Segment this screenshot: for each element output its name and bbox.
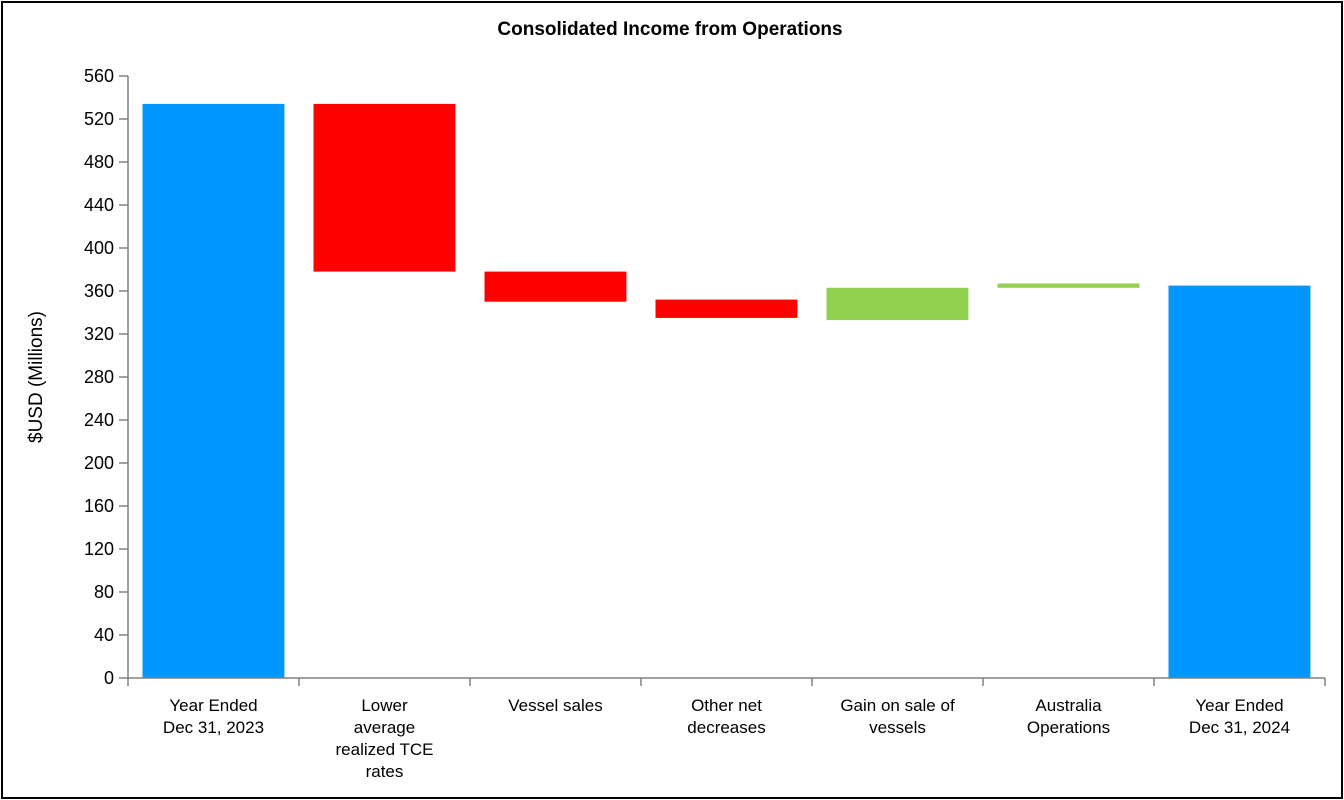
bars-group — [142, 103, 1311, 678]
bar-increase-4 — [826, 287, 969, 321]
bar-decrease-2 — [484, 271, 627, 302]
y-tick-label: 120 — [84, 539, 114, 559]
y-tick-label: 80 — [94, 582, 114, 602]
y-axis-label: $USD (Millions) — [26, 311, 47, 443]
x-category-label-line: decreases — [687, 718, 765, 737]
x-category-label-line: rates — [366, 762, 404, 781]
y-ticks-group: 0 40 80 120 160 200 240 280 320 360 400 440 480 520 56… — [84, 66, 128, 688]
x-category-label: Other net decreases — [687, 696, 765, 737]
y-tick-label: 280 — [84, 367, 114, 387]
x-category-label: Lower average realized TCE rates — [336, 696, 434, 781]
bar-decrease-3 — [655, 299, 798, 318]
y-tick-label: 440 — [84, 195, 114, 215]
bar-total-6 — [1168, 285, 1311, 678]
y-tick-label: 0 — [104, 668, 114, 688]
x-category-label-line: Lower — [361, 696, 408, 715]
x-category-label-line: Dec 31, 2024 — [1189, 718, 1290, 737]
y-tick-label: 320 — [84, 324, 114, 344]
bar-decrease-1 — [313, 103, 456, 272]
x-category-label: Gain on sale of vessels — [840, 696, 955, 737]
y-tick-label: 400 — [84, 238, 114, 258]
x-category-label-line: Australia — [1035, 696, 1102, 715]
x-category-label-line: Other net — [691, 696, 762, 715]
y-tick-label: 40 — [94, 625, 114, 645]
y-tick-label: 160 — [84, 496, 114, 516]
x-category-label-line: Operations — [1027, 718, 1110, 737]
x-category-label-line: Gain on sale of — [840, 696, 955, 715]
y-tick-label: 360 — [84, 281, 114, 301]
y-tick-label: 520 — [84, 109, 114, 129]
axes-group — [127, 76, 1326, 686]
x-category-label: Vessel sales — [508, 696, 603, 715]
x-labels-group: Year Ended Dec 31, 2023 Lower average realiz… — [163, 696, 1290, 781]
y-tick-label: 480 — [84, 152, 114, 172]
x-category-label-line: realized TCE — [336, 740, 434, 759]
x-category-label-line: Year Ended — [1195, 696, 1283, 715]
x-category-label-line: vessels — [869, 718, 926, 737]
chart-title: Consolidated Income from Operations — [497, 19, 842, 40]
x-category-label-line: Dec 31, 2023 — [163, 718, 264, 737]
bar-total-0 — [142, 103, 285, 678]
x-category-label-line: Year Ended — [169, 696, 257, 715]
x-category-label: Year Ended Dec 31, 2024 — [1189, 696, 1290, 737]
y-tick-label: 240 — [84, 410, 114, 430]
x-category-label-line: average — [354, 718, 415, 737]
x-category-label-line: Vessel sales — [508, 696, 603, 715]
y-tick-label: 560 — [84, 66, 114, 86]
y-tick-label: 200 — [84, 453, 114, 473]
x-category-label: Australia Operations — [1027, 696, 1110, 737]
bar-increase-5 — [997, 283, 1140, 288]
x-category-label: Year Ended Dec 31, 2023 — [163, 696, 264, 737]
